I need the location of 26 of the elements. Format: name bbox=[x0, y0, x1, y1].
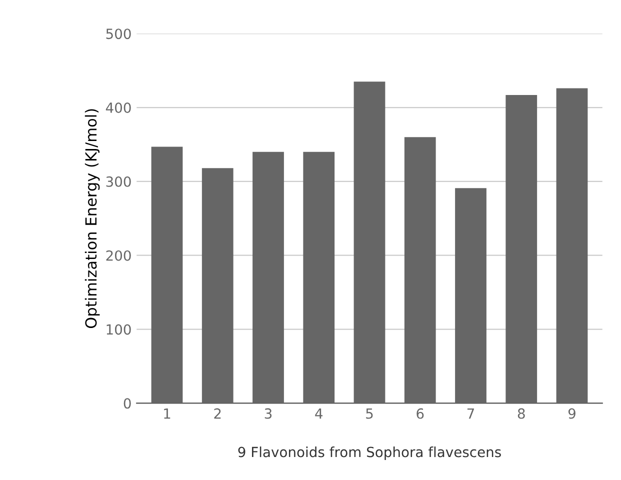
x-tick-label: 3 bbox=[264, 408, 272, 419]
x-tick-label: 8 bbox=[518, 408, 525, 419]
x-tick-label: 4 bbox=[315, 408, 323, 419]
x-tick-label: 9 bbox=[568, 408, 576, 419]
x-tick-label: 5 bbox=[366, 408, 373, 419]
x-tick-label: 1 bbox=[164, 408, 170, 419]
x-axis-title: 9 Flavonoids from Sophora flavescens bbox=[238, 446, 501, 460]
y-tick-label: 300 bbox=[106, 176, 131, 187]
bar bbox=[151, 146, 183, 404]
bar bbox=[303, 152, 335, 404]
y-tick-label: 400 bbox=[106, 102, 131, 113]
x-tick-label: 6 bbox=[416, 408, 424, 419]
y-tick-label: 100 bbox=[106, 324, 131, 335]
x-tick-label: 7 bbox=[467, 408, 474, 419]
bar bbox=[455, 188, 486, 404]
bar bbox=[252, 152, 284, 404]
y-tick-label: 200 bbox=[106, 250, 131, 261]
bar bbox=[404, 137, 436, 404]
x-tick-label: 2 bbox=[214, 408, 221, 419]
bar bbox=[354, 82, 386, 404]
bar bbox=[556, 88, 588, 404]
bar bbox=[202, 168, 234, 404]
y-axis-title: Optimization Energy (KJ/mol) bbox=[84, 109, 100, 328]
bar bbox=[506, 94, 538, 404]
y-tick-label: 500 bbox=[106, 28, 131, 40]
y-tick-label: 0 bbox=[124, 398, 131, 409]
